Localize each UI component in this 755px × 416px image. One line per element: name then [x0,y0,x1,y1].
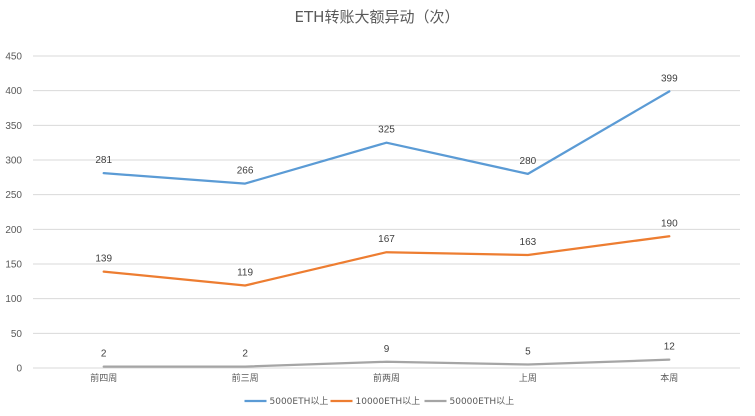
y-tick-label: 0 [16,364,22,375]
x-tick-label: 上周 [519,373,537,384]
legend-label: 50000ETH以上 [450,396,515,407]
gridlines [33,55,740,369]
y-tick-label: 450 [5,52,22,63]
x-tick-label: 前四周 [90,372,117,384]
data-label: 5 [525,347,531,358]
legend: 5000ETH以上 10000ETH以上 50000ETH以上 [244,396,515,407]
legend-label: 10000ETH以上 [356,396,421,407]
data-label: 167 [378,234,395,245]
data-label: 163 [520,237,537,248]
data-label: 2 [242,349,248,360]
series-line-2 [102,235,671,287]
series-lines [102,90,671,368]
data-labels: 281 266 325 280 399 139 119 167 163 190 2 2 9 5 12 [95,73,678,359]
x-axis-ticks: 前四周 前三周 前两周 上周 本周 [90,372,678,384]
data-label: 190 [661,218,678,229]
data-label: 12 [664,342,676,353]
y-tick-label: 200 [5,225,22,236]
data-label: 399 [661,73,678,84]
data-label: 2 [101,349,107,360]
y-tick-label: 300 [5,156,22,167]
x-tick-label: 前三周 [232,372,259,384]
y-tick-label: 100 [5,294,22,305]
y-tick-label: 250 [5,190,22,201]
data-label: 139 [95,254,112,265]
data-label: 119 [237,267,253,278]
y-tick-label: 350 [5,121,22,132]
data-label: 9 [384,344,390,355]
x-tick-label: 前两周 [373,372,400,384]
chart-title: ETH转账大额异动（次） [295,8,460,26]
data-label: 280 [520,156,537,167]
series-line-1 [102,90,671,185]
data-label: 325 [378,125,395,136]
data-label: 266 [237,166,254,177]
y-axis-ticks: 0 50 100 150 200 250 300 350 400 450 [5,52,22,375]
data-label: 281 [95,155,112,166]
series-line-3 [102,358,671,368]
y-tick-label: 150 [5,260,22,271]
legend-label: 5000ETH以上 [270,396,329,407]
x-tick-label: 本周 [660,372,678,384]
y-tick-label: 50 [11,329,23,340]
y-tick-label: 400 [5,86,22,97]
